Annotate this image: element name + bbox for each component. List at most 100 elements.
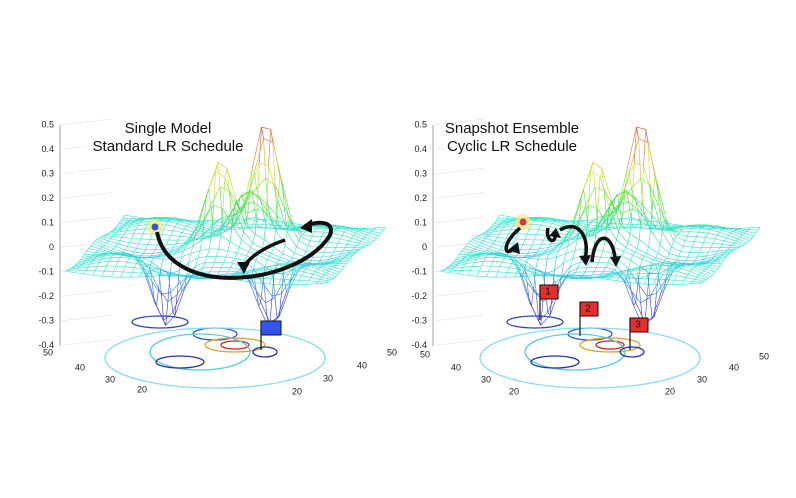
mesh-line [226, 168, 230, 191]
mesh-line [178, 242, 189, 250]
mesh-line [214, 231, 225, 236]
mesh-line [179, 275, 190, 283]
mesh-line [557, 239, 568, 246]
mesh-line [135, 258, 146, 275]
mesh-line [605, 262, 609, 268]
mesh-line [137, 224, 148, 227]
mesh-line [134, 263, 137, 268]
mesh-line [241, 239, 251, 248]
mesh-line [246, 251, 249, 256]
mesh-line [192, 239, 203, 247]
mesh-line [239, 247, 249, 252]
mesh-line [639, 219, 649, 222]
mesh-line [369, 242, 373, 245]
mesh-line [749, 238, 752, 241]
mesh-line [298, 236, 301, 241]
mesh-line [264, 221, 268, 228]
mesh-line [608, 272, 611, 275]
mesh-line [626, 126, 637, 170]
mesh-line [147, 264, 151, 269]
mesh-line [485, 254, 489, 258]
mesh-line [134, 248, 137, 253]
mesh-line [213, 224, 223, 227]
mesh-line [682, 263, 686, 267]
mesh-line [152, 249, 156, 254]
mesh-line [489, 225, 499, 230]
mesh-line [731, 245, 741, 247]
mesh-line [624, 191, 634, 197]
mesh-line [92, 270, 96, 276]
mesh-line [296, 280, 300, 285]
mesh-line [181, 229, 185, 233]
mesh-line [366, 232, 370, 236]
mesh-line [449, 270, 452, 273]
mesh-line [664, 274, 668, 280]
mesh-line [458, 270, 461, 275]
mesh-line [332, 266, 343, 270]
mesh-line [629, 218, 640, 221]
mesh-line [362, 229, 372, 232]
mesh-line [708, 247, 711, 253]
mesh-line [135, 225, 139, 230]
mesh-line [270, 263, 281, 267]
mesh-line [659, 231, 663, 246]
mesh-line [276, 259, 279, 264]
mesh-line [317, 261, 328, 264]
mesh-line [281, 182, 292, 221]
mesh-line [119, 257, 130, 259]
mesh-line [661, 262, 665, 266]
mesh-line [467, 258, 477, 262]
mesh-line [732, 230, 736, 232]
mesh-line [724, 240, 734, 244]
mesh-line [699, 261, 703, 264]
mesh-line [335, 274, 339, 277]
mesh-line [560, 274, 564, 277]
mesh-line [224, 168, 228, 178]
mesh-line [581, 221, 591, 223]
mesh-line [644, 278, 647, 285]
mesh-line [444, 267, 454, 270]
mesh-line [326, 270, 329, 274]
mesh-line [669, 253, 679, 257]
mesh-line [208, 277, 211, 280]
z-tick-label: 0.3 [41, 168, 54, 178]
mesh-line [321, 265, 331, 270]
mesh-line [627, 242, 638, 250]
mesh-line [707, 232, 718, 236]
mesh-line [579, 222, 589, 226]
mesh-line [186, 223, 189, 227]
mesh-line [448, 263, 458, 267]
mesh-line [152, 268, 156, 272]
mesh-line [324, 251, 334, 253]
mesh-line [371, 229, 374, 232]
mesh-line [657, 245, 661, 254]
z-tick-label: -0.2 [411, 291, 427, 301]
mesh-line [618, 231, 629, 244]
mesh-line [166, 243, 176, 246]
mesh-line [373, 229, 383, 231]
mesh-line [531, 267, 535, 275]
z-tick-label: 0.4 [414, 144, 427, 154]
mesh-line [339, 259, 342, 263]
mesh-line [461, 248, 464, 252]
mesh-line [159, 274, 169, 277]
mesh-line [331, 251, 334, 257]
mesh-line [563, 253, 567, 264]
mesh-line [659, 264, 663, 270]
mesh-line [515, 260, 526, 269]
mesh-line [217, 219, 228, 221]
mesh-line [493, 221, 503, 225]
mesh-line [136, 260, 139, 264]
mesh-line [694, 266, 704, 272]
mesh-line [666, 253, 670, 259]
mesh-line [99, 246, 103, 250]
mesh-line [266, 268, 276, 270]
mesh-line [253, 138, 264, 173]
mesh-line [134, 251, 144, 254]
mesh-line [549, 226, 560, 230]
surface-right [439, 126, 761, 327]
mesh-line [569, 274, 573, 277]
mesh-line [671, 246, 681, 252]
mesh-line [265, 297, 276, 304]
mesh-line [258, 196, 269, 206]
